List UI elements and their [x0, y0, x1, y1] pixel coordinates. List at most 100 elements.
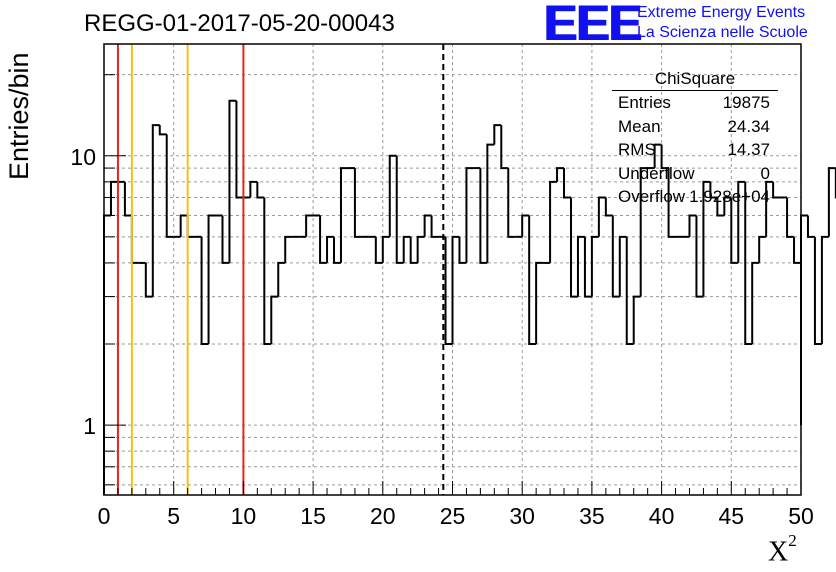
histogram-bin: [604, 197, 613, 217]
histogram-bin: [353, 168, 362, 238]
histogram-bin: [563, 168, 571, 199]
histogram-bin: [451, 235, 460, 345]
histogram-bin: [827, 167, 836, 237]
histogram-bin: [144, 262, 153, 298]
histogram-bin: [667, 168, 676, 238]
stats-key: Mean: [618, 116, 661, 136]
stats-value: 1.928e+04: [689, 187, 770, 206]
histogram-bin: [165, 134, 174, 238]
histogram-bin: [820, 235, 829, 345]
histogram-bin: [611, 215, 620, 298]
histogram-bin: [186, 215, 195, 238]
x-tick-label: 15: [300, 503, 326, 529]
histogram-bin: [751, 261, 760, 345]
x-tick-label: 30: [509, 503, 535, 529]
histogram-bin: [249, 180, 258, 198]
histogram-bin: [535, 261, 544, 345]
histogram-bin: [123, 181, 132, 217]
y-tick-label: 1: [83, 413, 96, 439]
stats-key: Overflow: [618, 187, 686, 206]
histogram-bin: [556, 167, 565, 182]
eee-logo: EEE: [543, 0, 641, 51]
histogram-bin: [423, 214, 432, 237]
histogram-bin: [618, 235, 627, 297]
histogram-bin: [465, 167, 474, 263]
stats-value: 24.34: [727, 116, 770, 136]
histogram-bin: [723, 196, 732, 216]
stats-row-entries: Entries 19875: [612, 91, 778, 115]
histogram-bin: [256, 181, 265, 199]
histogram-bin: [374, 236, 383, 264]
stats-title: ChiSquare: [612, 68, 778, 91]
histogram-bin: [507, 168, 516, 238]
stats-key: Underflow: [618, 163, 695, 183]
logo-line-2: La Scienza nelle Scuole: [637, 24, 808, 41]
histogram-bin: [737, 180, 746, 263]
histogram-bin: [395, 155, 404, 264]
x-tick-label: 10: [231, 503, 257, 529]
stats-row-underflow: Underflow 0: [612, 162, 778, 186]
histogram-bin: [103, 214, 111, 495]
histogram-bin: [151, 124, 160, 297]
x-axis-label-superscript: 2: [788, 531, 797, 550]
histogram-bin: [793, 236, 801, 264]
histogram-bin: [158, 125, 167, 136]
stats-row-mean: Mean 24.34: [612, 115, 778, 139]
histogram-bin: [528, 215, 537, 346]
histogram-bin: [284, 235, 293, 263]
histogram-bin: [221, 215, 230, 264]
histogram-bin: [479, 168, 488, 264]
histogram-bin: [521, 214, 530, 237]
histogram-bin: [765, 180, 774, 237]
histogram-bin: [653, 143, 662, 169]
stats-value: 0: [760, 163, 770, 183]
x-axis-label: X2: [768, 531, 797, 568]
histogram-bin: [660, 144, 669, 170]
x-tick-label: 50: [788, 503, 814, 529]
marker-lines: [116, 44, 445, 495]
histogram-bin: [277, 261, 286, 297]
histogram-bin: [458, 236, 467, 264]
histogram-bin: [695, 215, 704, 298]
histogram-bin: [130, 215, 139, 264]
y-axis-label: Entries/bin: [4, 52, 34, 180]
axis-ticks: [103, 74, 802, 495]
histogram-bin: [305, 214, 314, 237]
histogram-bin: [632, 295, 641, 345]
histogram-bin: [416, 235, 425, 263]
histogram-bin: [730, 197, 739, 264]
histogram-bin: [716, 197, 725, 217]
histogram-bin: [270, 295, 279, 345]
x-tick-label: 25: [440, 503, 466, 529]
histogram-bin: [688, 214, 697, 237]
histogram-bin: [744, 181, 753, 346]
histogram-bin: [381, 235, 390, 263]
histogram-bin: [109, 180, 118, 216]
histogram-bin: [326, 235, 335, 263]
x-tick-label: 40: [649, 503, 675, 529]
stats-key: RMS: [618, 140, 656, 159]
logo-line-1: Extreme Energy Events: [637, 4, 806, 21]
histogram-bin: [758, 235, 767, 263]
histogram-bin: [813, 236, 822, 346]
histogram-bin: [549, 180, 558, 263]
histogram-bin: [388, 154, 397, 237]
histogram-bin: [806, 215, 815, 238]
histogram-bin: [597, 196, 606, 237]
x-tick-label: 35: [579, 503, 605, 529]
x-tick-label: 20: [370, 503, 396, 529]
x-tick-label: 0: [98, 503, 111, 529]
histogram-bin: [709, 181, 718, 199]
stats-value: 19875: [722, 93, 770, 112]
y-tick-label: 10: [70, 144, 96, 170]
histogram-bin: [486, 143, 495, 263]
histogram-bin: [569, 197, 578, 298]
histogram-bin: [576, 235, 585, 297]
histogram-bin: [800, 214, 808, 263]
histogram-bin: [409, 236, 418, 264]
histogram-bin: [339, 167, 348, 263]
x-tick-label: 45: [719, 503, 745, 529]
x-tick-label: 5: [167, 503, 180, 529]
histogram-bin: [444, 236, 453, 346]
